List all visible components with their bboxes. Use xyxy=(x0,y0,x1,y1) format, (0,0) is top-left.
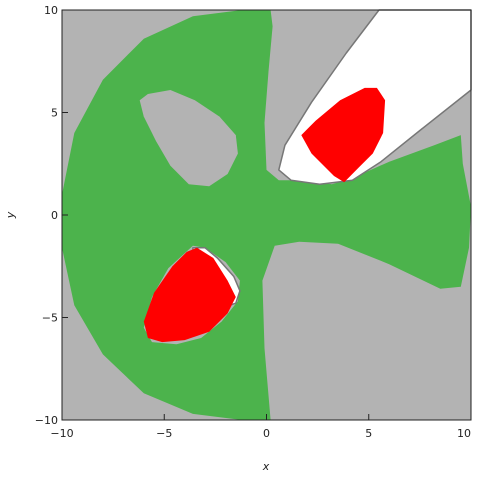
region-background-1 xyxy=(139,90,238,187)
y-axis-label: y xyxy=(4,211,17,219)
region-red-4 xyxy=(301,87,386,183)
y-tick-label: −5 xyxy=(42,312,58,325)
x-tick-label: −5 xyxy=(156,427,172,440)
x-tick-label: 5 xyxy=(365,427,372,440)
y-tick-label: 10 xyxy=(44,4,58,17)
plot-regions xyxy=(62,9,472,420)
x-tick-label: 10 xyxy=(457,427,471,440)
x-tick-label: −10 xyxy=(50,427,73,440)
y-tick-label: 5 xyxy=(51,107,58,120)
x-axis-label: x xyxy=(262,460,270,473)
region-red-6 xyxy=(143,247,236,343)
y-ticks: −10 −5 0 5 10 xyxy=(35,4,68,427)
y-tick-label: 0 xyxy=(51,209,58,222)
x-tick-label: 0 xyxy=(263,427,270,440)
x-ticks: −10 −5 0 5 10 xyxy=(50,414,472,440)
y-tick-label: −10 xyxy=(35,414,58,427)
